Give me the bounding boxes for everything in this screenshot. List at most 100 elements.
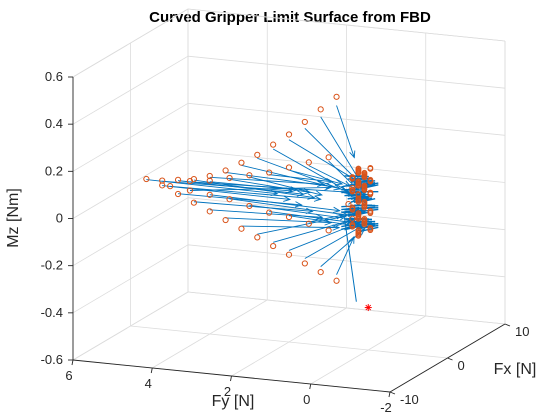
- sample-point: [186, 177, 194, 185]
- force-vector: [336, 105, 355, 158]
- force-vector-head: [332, 224, 341, 231]
- x-tick-mark: [447, 357, 453, 361]
- sample-point: [206, 208, 213, 215]
- z-tick-label: 0.2: [45, 163, 63, 178]
- force-vector-head: [335, 179, 344, 186]
- sample-point: [305, 220, 312, 227]
- x-tick-label: 10: [515, 324, 529, 339]
- sample-point: [367, 176, 374, 183]
- sample-point: [355, 165, 362, 172]
- force-vector-head: [283, 195, 292, 202]
- sample-point: [325, 227, 332, 234]
- sample-point: [270, 242, 277, 250]
- force-vector: [225, 217, 332, 224]
- sample-point: [349, 215, 356, 222]
- axes: [68, 76, 511, 398]
- sample-point: [355, 191, 362, 197]
- force-vector-head: [349, 150, 356, 159]
- sample-point: [367, 165, 374, 171]
- sample-point: [254, 234, 261, 241]
- vector-field: [146, 105, 379, 302]
- sample-point: [238, 159, 245, 166]
- sample-point: [301, 118, 308, 126]
- force-vector: [229, 198, 348, 216]
- force-vector-head: [317, 180, 326, 188]
- sample-point: [206, 191, 213, 198]
- sample-point: [355, 227, 362, 233]
- force-vector: [162, 180, 293, 192]
- x-tick-mark: [504, 323, 511, 327]
- sample-point: [246, 202, 253, 210]
- data-points: [143, 93, 374, 312]
- sample-point: [222, 216, 229, 224]
- sample-point: [174, 176, 182, 183]
- grid-line-floor-x: [130, 325, 448, 359]
- force-vector: [336, 236, 355, 275]
- origin-star-stroke: [365, 304, 372, 311]
- force-vector: [308, 214, 343, 223]
- sample-point: [186, 187, 194, 194]
- grid-line-back-z: [187, 291, 506, 325]
- force-vector: [257, 157, 348, 192]
- sample-point: [349, 184, 356, 192]
- y-tick-mark: [71, 359, 74, 366]
- sample-point: [238, 225, 245, 232]
- sample-point: [349, 204, 356, 211]
- force-vector: [343, 217, 357, 302]
- y-tick-mark: [230, 375, 232, 382]
- y-tick-mark: [309, 383, 312, 390]
- sample-point: [325, 154, 332, 161]
- force-vector: [241, 225, 340, 229]
- sample-point: [361, 182, 368, 189]
- sample-point: [167, 183, 174, 190]
- force-vector: [189, 181, 355, 193]
- sample-point: [266, 169, 273, 176]
- sample-point: [317, 106, 324, 113]
- z-tick-label: -0.2: [41, 258, 63, 273]
- sample-point: [355, 178, 362, 185]
- force-vector: [288, 139, 359, 182]
- sample-point: [301, 260, 308, 267]
- grid-line-side-z: [72, 197, 189, 267]
- z-tick-label: 0.4: [45, 116, 63, 131]
- force-vector-head: [325, 177, 334, 185]
- force-vector-head: [294, 201, 303, 208]
- sample-point: [285, 251, 293, 258]
- sample-point: [222, 167, 229, 174]
- z-tick-label: 0: [56, 211, 63, 226]
- sample-point: [349, 221, 356, 228]
- force-vector: [269, 211, 360, 224]
- force-vector-head: [313, 195, 322, 202]
- sample-point: [159, 177, 166, 184]
- sample-point: [333, 93, 340, 100]
- sample-point: [206, 177, 213, 184]
- grid-line-back-z: [187, 150, 506, 183]
- grid-line-side-z: [72, 244, 189, 314]
- sample-point: [317, 268, 324, 276]
- x-tick-mark: [389, 391, 396, 395]
- force-vector-head: [332, 206, 341, 214]
- sample-point: [361, 169, 368, 176]
- sample-point: [285, 164, 293, 171]
- sample-point: [367, 189, 374, 196]
- sample-point: [361, 215, 368, 222]
- force-vector: [360, 226, 379, 232]
- grid-line-side-z: [72, 102, 189, 172]
- force-vector: [344, 207, 363, 211]
- sample-point: [285, 131, 293, 138]
- force-vector-head: [314, 190, 324, 197]
- sample-point: [305, 159, 312, 166]
- force-vector: [350, 193, 369, 198]
- y-tick-label: 4: [145, 376, 152, 391]
- force-vector-head: [345, 219, 354, 226]
- y-tick-label: 0: [303, 392, 310, 407]
- y-tick-label: 6: [65, 368, 72, 383]
- grid-line-back-z: [187, 55, 506, 89]
- sample-point: [367, 224, 374, 231]
- sample-point: [349, 174, 356, 180]
- force-vector: [304, 226, 362, 259]
- sample-point: [349, 186, 356, 193]
- sample-point: [254, 151, 261, 158]
- grid-line-side-z: [72, 150, 189, 219]
